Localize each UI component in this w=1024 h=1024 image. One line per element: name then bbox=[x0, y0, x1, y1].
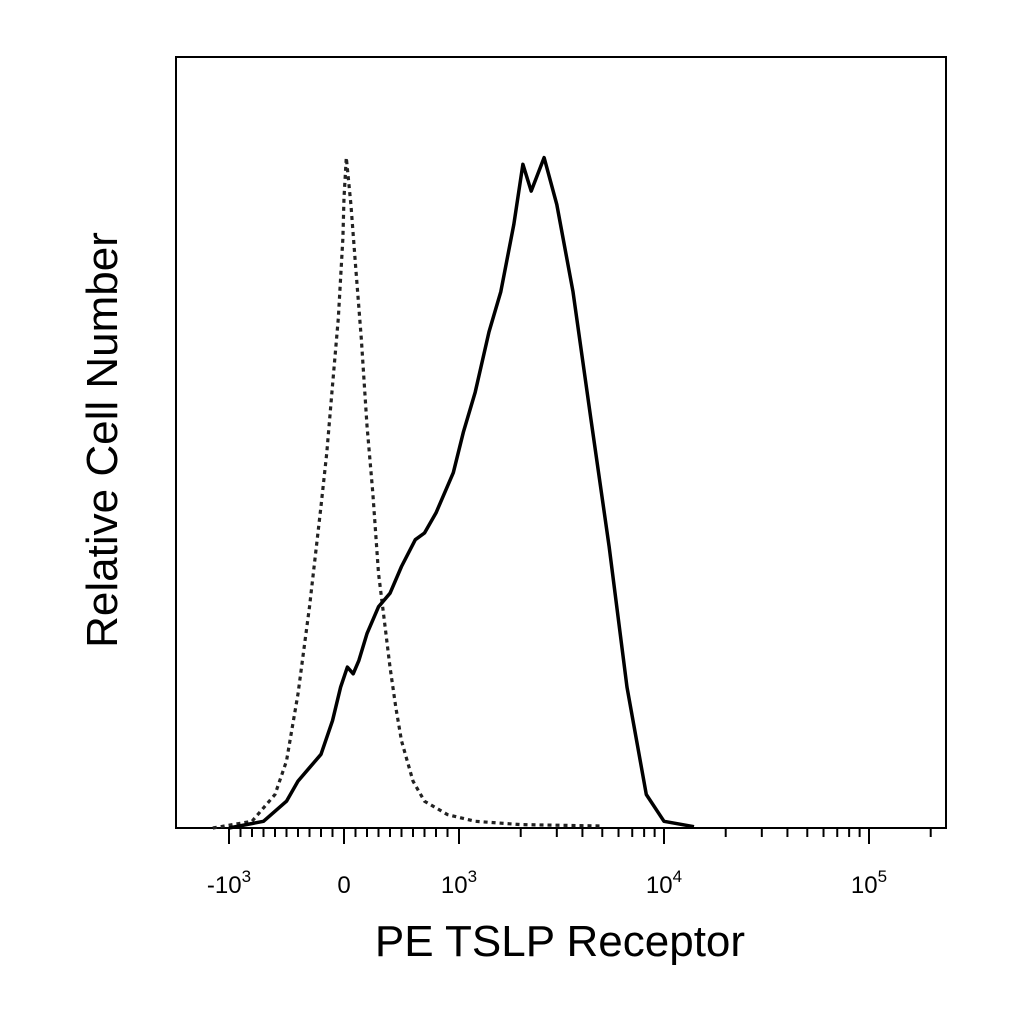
x-tick-label: 0 bbox=[337, 872, 350, 899]
x-tick-labels: -103 0 103 104 105 bbox=[207, 867, 887, 899]
isotype-control-curve bbox=[212, 156, 603, 830]
x-axis-ticks bbox=[228, 828, 932, 844]
y-axis-title: Relative Cell Number bbox=[78, 232, 127, 648]
x-tick-label: 104 bbox=[646, 867, 682, 899]
x-tick-label: -103 bbox=[207, 867, 251, 899]
plot-frame bbox=[175, 56, 947, 829]
x-tick-label: 103 bbox=[441, 867, 477, 899]
x-tick-label: 105 bbox=[851, 867, 887, 899]
stained-sample-curve bbox=[228, 155, 695, 830]
histogram-curves bbox=[212, 155, 695, 830]
x-axis-title: PE TSLP Receptor bbox=[375, 917, 745, 966]
